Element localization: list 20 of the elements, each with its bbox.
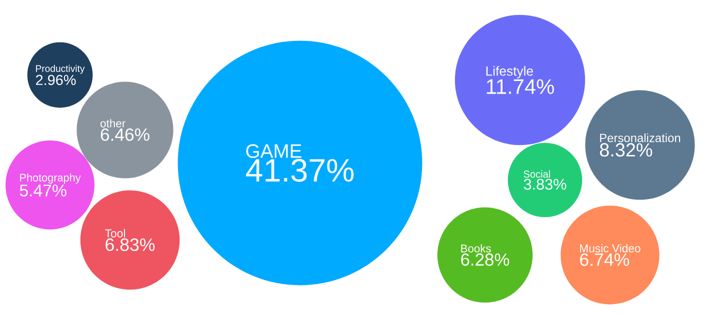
data-label: 8.32%	[600, 143, 652, 157]
category-label: Social	[524, 170, 550, 178]
category-label: Music Video	[580, 244, 640, 252]
category-label: Photography	[20, 174, 81, 184]
category-label: Tool	[104, 228, 125, 238]
category-label: Personalization	[600, 133, 680, 142]
data-label: 6.83%	[106, 238, 155, 252]
data-label: 6.46%	[100, 128, 150, 141]
category-label: other	[100, 119, 126, 128]
category-label: Lifestyle	[486, 66, 533, 78]
data-label: 5.47%	[20, 184, 66, 196]
data-label: 11.74%	[486, 79, 554, 94]
category-label: Productivity	[36, 64, 85, 74]
data-label: 41.37%	[246, 158, 354, 182]
data-label: 6.74%	[580, 253, 630, 266]
category-label: GAME	[246, 144, 302, 158]
data-label: 2.96%	[36, 74, 76, 86]
category-label: Books	[461, 244, 491, 252]
data-label: 3.83%	[524, 178, 566, 190]
data-label: 6.28%	[461, 253, 510, 266]
